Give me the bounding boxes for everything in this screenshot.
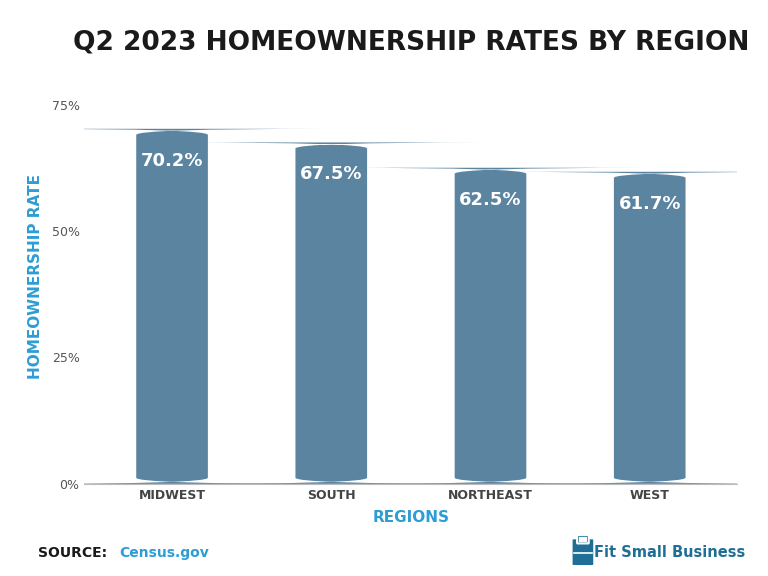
Bar [455,168,526,484]
Bar [296,142,367,484]
FancyBboxPatch shape [176,142,486,484]
Text: Fit Small Business: Fit Small Business [594,545,745,560]
Text: 61.7%: 61.7% [618,195,681,213]
Bar [136,129,208,484]
FancyBboxPatch shape [577,535,589,544]
Title: Q2 2023 HOMEOWNERSHIP RATES BY REGION: Q2 2023 HOMEOWNERSHIP RATES BY REGION [73,30,749,56]
Text: 70.2%: 70.2% [141,151,204,169]
FancyBboxPatch shape [495,172,768,484]
Bar [614,172,686,484]
FancyBboxPatch shape [573,539,593,565]
Text: SOURCE:: SOURCE: [38,546,112,560]
FancyBboxPatch shape [336,168,646,484]
Y-axis label: HOMEOWNERSHIP RATE: HOMEOWNERSHIP RATE [28,174,43,379]
X-axis label: REGIONS: REGIONS [372,510,449,525]
FancyBboxPatch shape [579,537,587,542]
Text: 62.5%: 62.5% [459,191,521,209]
Text: 67.5%: 67.5% [300,165,362,183]
Text: Census.gov: Census.gov [119,546,209,560]
FancyBboxPatch shape [17,129,327,484]
